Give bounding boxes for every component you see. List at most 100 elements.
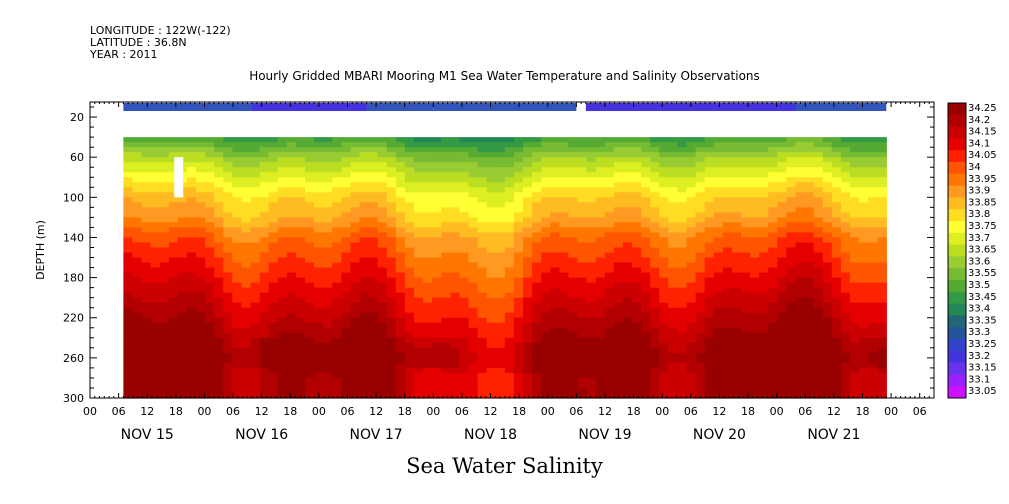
heatmap-cell: [677, 242, 688, 249]
heatmap-cell: [532, 217, 542, 224]
heatmap-cell: [804, 147, 815, 153]
heatmap-cell: [695, 372, 706, 379]
heatmap-cell: [795, 232, 806, 239]
heatmap-cell: [441, 292, 451, 299]
heatmap-cell: [159, 372, 170, 379]
heatmap-cell: [786, 332, 797, 339]
heatmap-cell: [668, 172, 679, 178]
heatmap-cell: [377, 287, 388, 294]
heatmap-cell: [241, 377, 252, 384]
heatmap-cell: [641, 202, 651, 208]
heatmap-cell: [541, 312, 551, 319]
heatmap-cell: [295, 382, 306, 389]
heatmap-cell: [831, 252, 842, 259]
heatmap-cell: [404, 222, 415, 229]
heatmap-cell: [632, 292, 642, 299]
heatmap-cell: [250, 177, 261, 183]
heatmap-cell: [650, 242, 660, 249]
heatmap-cell: [177, 277, 188, 284]
heatmap-cell: [432, 312, 442, 319]
heatmap-cell: [822, 367, 833, 374]
heatmap-cell: [386, 172, 397, 178]
heatmap-cell: [632, 177, 642, 183]
heatmap-cell: [659, 342, 669, 349]
heatmap-cell: [223, 252, 233, 259]
heatmap-cell: [513, 322, 524, 329]
heatmap-cell: [831, 197, 842, 203]
heatmap-cell: [840, 352, 851, 359]
heatmap-cell: [223, 137, 233, 143]
heatmap-cell: [359, 237, 370, 244]
heatmap-cell: [205, 227, 215, 234]
heatmap-cell: [377, 272, 388, 279]
heatmap-cell: [704, 182, 715, 188]
heatmap-cell: [786, 222, 797, 229]
heatmap-cell: [277, 387, 288, 394]
heatmap-cell: [586, 207, 597, 213]
heatmap-cell: [795, 242, 806, 249]
heatmap-cell: [250, 152, 261, 158]
heatmap-cell: [441, 237, 451, 244]
heatmap-cell: [740, 217, 751, 224]
heatmap-cell: [740, 287, 751, 294]
heatmap-cell: [740, 292, 751, 299]
heatmap-cell: [123, 222, 134, 229]
heatmap-cell: [450, 302, 461, 309]
heatmap-cell: [186, 152, 197, 158]
heatmap-cell: [232, 217, 243, 224]
heatmap-cell: [359, 272, 370, 279]
heatmap-cell: [677, 367, 688, 374]
heatmap-cell: [641, 167, 651, 173]
heatmap-cell: [241, 247, 252, 254]
heatmap-cell: [849, 137, 860, 143]
heatmap-cell: [859, 272, 869, 279]
heatmap-cell: [268, 217, 279, 224]
heatmap-cell: [713, 367, 724, 374]
heatmap-cell: [849, 372, 860, 379]
heatmap-cell: [286, 257, 297, 264]
heatmap-cell: [877, 332, 887, 339]
heatmap-cell: [177, 387, 188, 394]
heatmap-cell: [495, 182, 506, 188]
heatmap-cell: [132, 227, 143, 234]
heatmap-cell: [323, 277, 333, 284]
heatmap-cell: [414, 297, 424, 304]
heatmap-cell: [468, 252, 479, 259]
heatmap-cell: [559, 312, 570, 319]
heatmap-cell: [286, 197, 297, 203]
heatmap-cell: [186, 277, 197, 284]
heatmap-cell: [750, 187, 760, 193]
heatmap-cell: [759, 272, 769, 279]
heatmap-cell: [223, 327, 233, 334]
heatmap-cell: [704, 282, 715, 289]
heatmap-cell: [432, 292, 442, 299]
colorbar-label: 33.1: [968, 374, 990, 385]
heatmap-cell: [368, 357, 379, 364]
heatmap-cell: [632, 317, 642, 324]
heatmap-cell: [277, 342, 288, 349]
heatmap-cell: [395, 377, 406, 384]
heatmap-cell: [722, 277, 733, 284]
heatmap-cell: [632, 172, 642, 178]
heatmap-cell: [314, 332, 324, 339]
heatmap-cell: [604, 302, 615, 309]
heatmap-cell: [704, 307, 715, 314]
heatmap-cell: [404, 207, 415, 213]
heatmap-cell: [232, 242, 243, 249]
heatmap-cell: [341, 162, 352, 168]
heatmap-cell: [468, 357, 479, 364]
colorbar-swatch: [948, 268, 966, 281]
heatmap-cell: [740, 157, 751, 163]
heatmap-cell: [859, 227, 869, 234]
heatmap-cell: [486, 172, 497, 178]
heatmap-cell: [323, 257, 333, 264]
heatmap-cell: [295, 207, 306, 213]
heatmap-cell: [759, 317, 769, 324]
heatmap-cell: [359, 287, 370, 294]
heatmap-cell: [822, 207, 833, 213]
heatmap-cell: [877, 177, 887, 183]
heatmap-cell: [768, 362, 778, 369]
heatmap-cell: [377, 252, 388, 259]
heatmap-cell: [568, 252, 579, 259]
heatmap-cell: [550, 322, 560, 329]
